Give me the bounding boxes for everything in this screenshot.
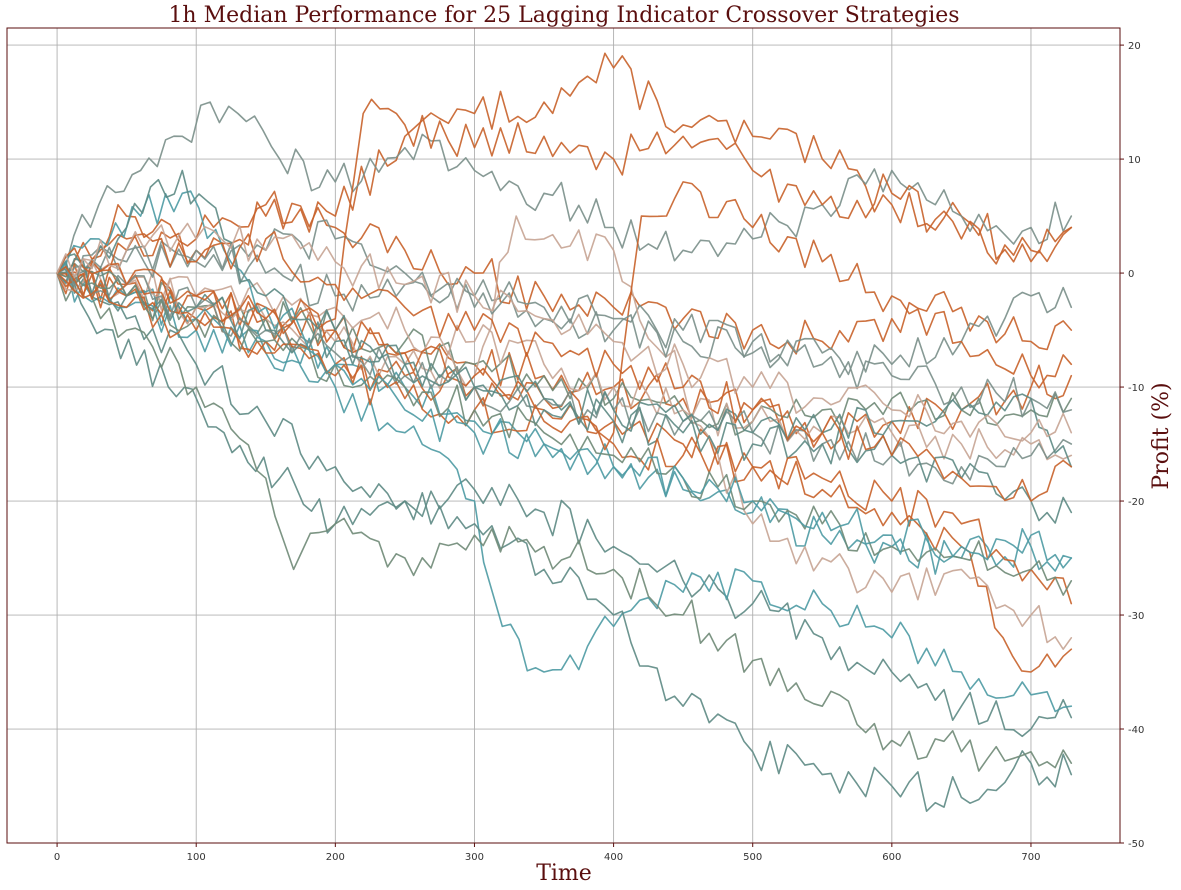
- x-tick-label: 0: [54, 852, 60, 863]
- plot-frame: [6, 27, 1121, 844]
- series-line: [56, 215, 1073, 650]
- y-tick-label: -10: [1128, 383, 1144, 394]
- y-tick-label: -40: [1128, 725, 1144, 736]
- y-tick-label: 0: [1128, 269, 1134, 280]
- series-lines: [56, 52, 1073, 812]
- series-line: [56, 52, 1073, 278]
- x-tick-label: 200: [326, 852, 345, 863]
- y-tick-label: 20: [1128, 41, 1141, 52]
- series-line: [56, 101, 1073, 274]
- series-line: [56, 222, 1073, 442]
- series-line: [56, 261, 1073, 713]
- chart-title: 1h Median Performance for 25 Lagging Ind…: [168, 3, 959, 28]
- x-tick-label: 700: [1021, 852, 1040, 863]
- series-line: [56, 258, 1073, 524]
- series-line: [56, 260, 1073, 812]
- series-line: [56, 268, 1073, 738]
- y-tick-label: -50: [1128, 839, 1144, 850]
- y-axis-ticks: -50 -40 -30 -20 -10 0 10 20: [1120, 41, 1144, 850]
- series-line: [56, 258, 1073, 461]
- series-line: [56, 243, 1073, 418]
- x-tick-label: 300: [465, 852, 484, 863]
- y-tick-label: -20: [1128, 497, 1144, 508]
- series-line: [56, 219, 1073, 376]
- series-line: [56, 272, 1073, 605]
- series-line: [56, 169, 1073, 468]
- y-tick-label: -30: [1128, 611, 1144, 622]
- x-tick-label: 400: [604, 852, 623, 863]
- x-axis-label: Time: [536, 861, 592, 886]
- y-axis-label: Profit (%): [1149, 382, 1174, 489]
- series-line: [56, 198, 1073, 355]
- grid-lines: [7, 28, 1120, 844]
- series-line: [56, 98, 1073, 335]
- series-line: [56, 230, 1073, 502]
- x-axis-ticks: 0 100 200 300 400 500 600 700: [54, 843, 1041, 863]
- x-tick-label: 500: [743, 852, 762, 863]
- series-line: [56, 272, 1073, 596]
- x-tick-label: 100: [187, 852, 206, 863]
- series-line: [56, 272, 1073, 772]
- y-tick-label: 10: [1128, 155, 1141, 166]
- x-tick-label: 600: [882, 852, 901, 863]
